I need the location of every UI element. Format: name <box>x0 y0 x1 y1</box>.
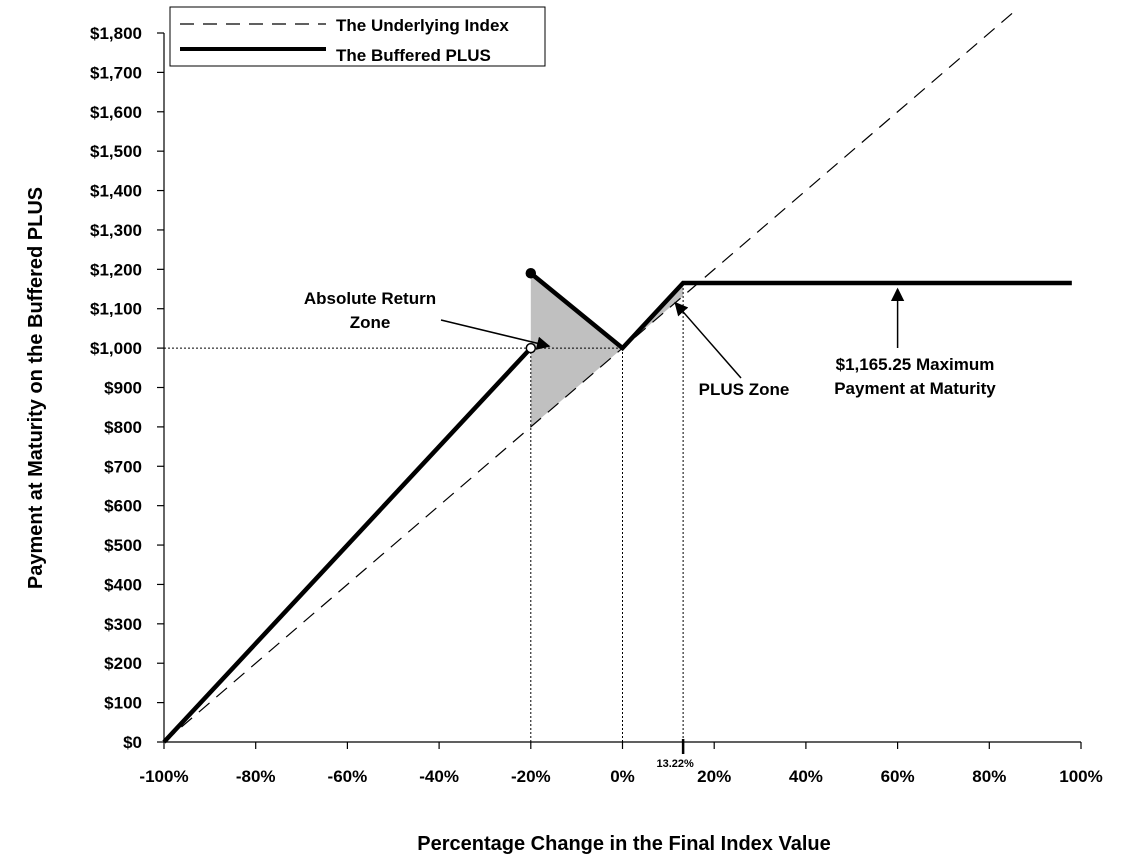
y-tick-label: $700 <box>104 457 142 476</box>
y-tick-label: $1,100 <box>90 300 142 319</box>
series <box>162 12 1072 744</box>
y-tick-label: $1,300 <box>90 221 142 240</box>
annotation-max-payment: $1,165.25 Maximum Payment at Maturity <box>834 287 996 398</box>
annotation-plus-zone: PLUS Zone <box>674 301 790 399</box>
x-tick-label: 40% <box>789 767 823 786</box>
legend-label-plus: The Buffered PLUS <box>336 46 491 65</box>
series-buffered-plus-segment-1 <box>529 271 1072 352</box>
markers <box>525 268 537 354</box>
annotation-absolute-return-line2: Zone <box>350 313 391 332</box>
y-tick-label: $300 <box>104 615 142 634</box>
x-tick-label: -20% <box>511 767 551 786</box>
y-tick-label: $600 <box>104 497 142 516</box>
annotation-max-payment-line2: Payment at Maturity <box>834 379 996 398</box>
legend: The Underlying Index The Buffered PLUS <box>169 6 546 67</box>
x-axis-title: Percentage Change in the Final Index Val… <box>417 833 830 855</box>
y-tick-label: $1,500 <box>90 142 142 161</box>
x-tick-label: 60% <box>881 767 915 786</box>
y-axis-title: Payment at Maturity on the Buffered PLUS <box>25 187 47 589</box>
annotation-absolute-return-arrow <box>440 319 551 350</box>
shaded-regions <box>530 273 684 427</box>
legend-label-underlying: The Underlying Index <box>336 16 509 35</box>
y-tick-label: $400 <box>104 575 142 594</box>
y-tick-label: $500 <box>104 536 142 555</box>
y-tick-label: $0 <box>123 733 142 752</box>
x-tick-label: 80% <box>972 767 1006 786</box>
y-tick-label: $900 <box>104 379 142 398</box>
y-tick-label: $1,700 <box>90 63 142 82</box>
annotation-plus-zone-label: PLUS Zone <box>699 380 790 399</box>
x-tick-label: 0% <box>610 767 635 786</box>
y-tick-label: $1,600 <box>90 103 142 122</box>
shaded-region-absolute-return-zone <box>530 273 623 427</box>
annotation-absolute-return: Absolute Return Zone <box>304 289 551 350</box>
x-tick-label: 20% <box>697 767 731 786</box>
x-tick-label: -40% <box>419 767 459 786</box>
annotation-absolute-return-line1: Absolute Return <box>304 289 436 308</box>
y-tick-label: $1,400 <box>90 182 142 201</box>
y-tick-label: $1,000 <box>90 339 142 358</box>
y-tick-label: $1,800 <box>90 24 142 43</box>
y-tick-label: $200 <box>104 654 142 673</box>
series-buffered-plus-segment-0 <box>162 346 533 744</box>
reference-lines <box>164 283 684 742</box>
marker-open-circle <box>525 342 537 354</box>
y-tick-label: $1,200 <box>90 260 142 279</box>
marker-filled-circle <box>525 268 537 279</box>
x-tick-label: -80% <box>236 767 276 786</box>
annotation-plus-zone-arrow <box>674 301 742 379</box>
y-tick-label: $100 <box>104 694 142 713</box>
axes: $0 $100 $200 $300 $400 $500 $600 $700 $800 $900 $1… <box>90 24 1103 786</box>
x-tick-label: 100% <box>1059 767 1102 786</box>
x-tick-label: -100% <box>139 767 188 786</box>
legend-box <box>169 6 546 67</box>
x-tick-label: -60% <box>328 767 368 786</box>
y-tick-label: $800 <box>104 418 142 437</box>
series-underlying-index-line <box>163 12 1013 743</box>
special-tick-label: 13.22% <box>656 758 694 770</box>
annotation-max-payment-line1: $1,165.25 Maximum <box>836 355 995 374</box>
